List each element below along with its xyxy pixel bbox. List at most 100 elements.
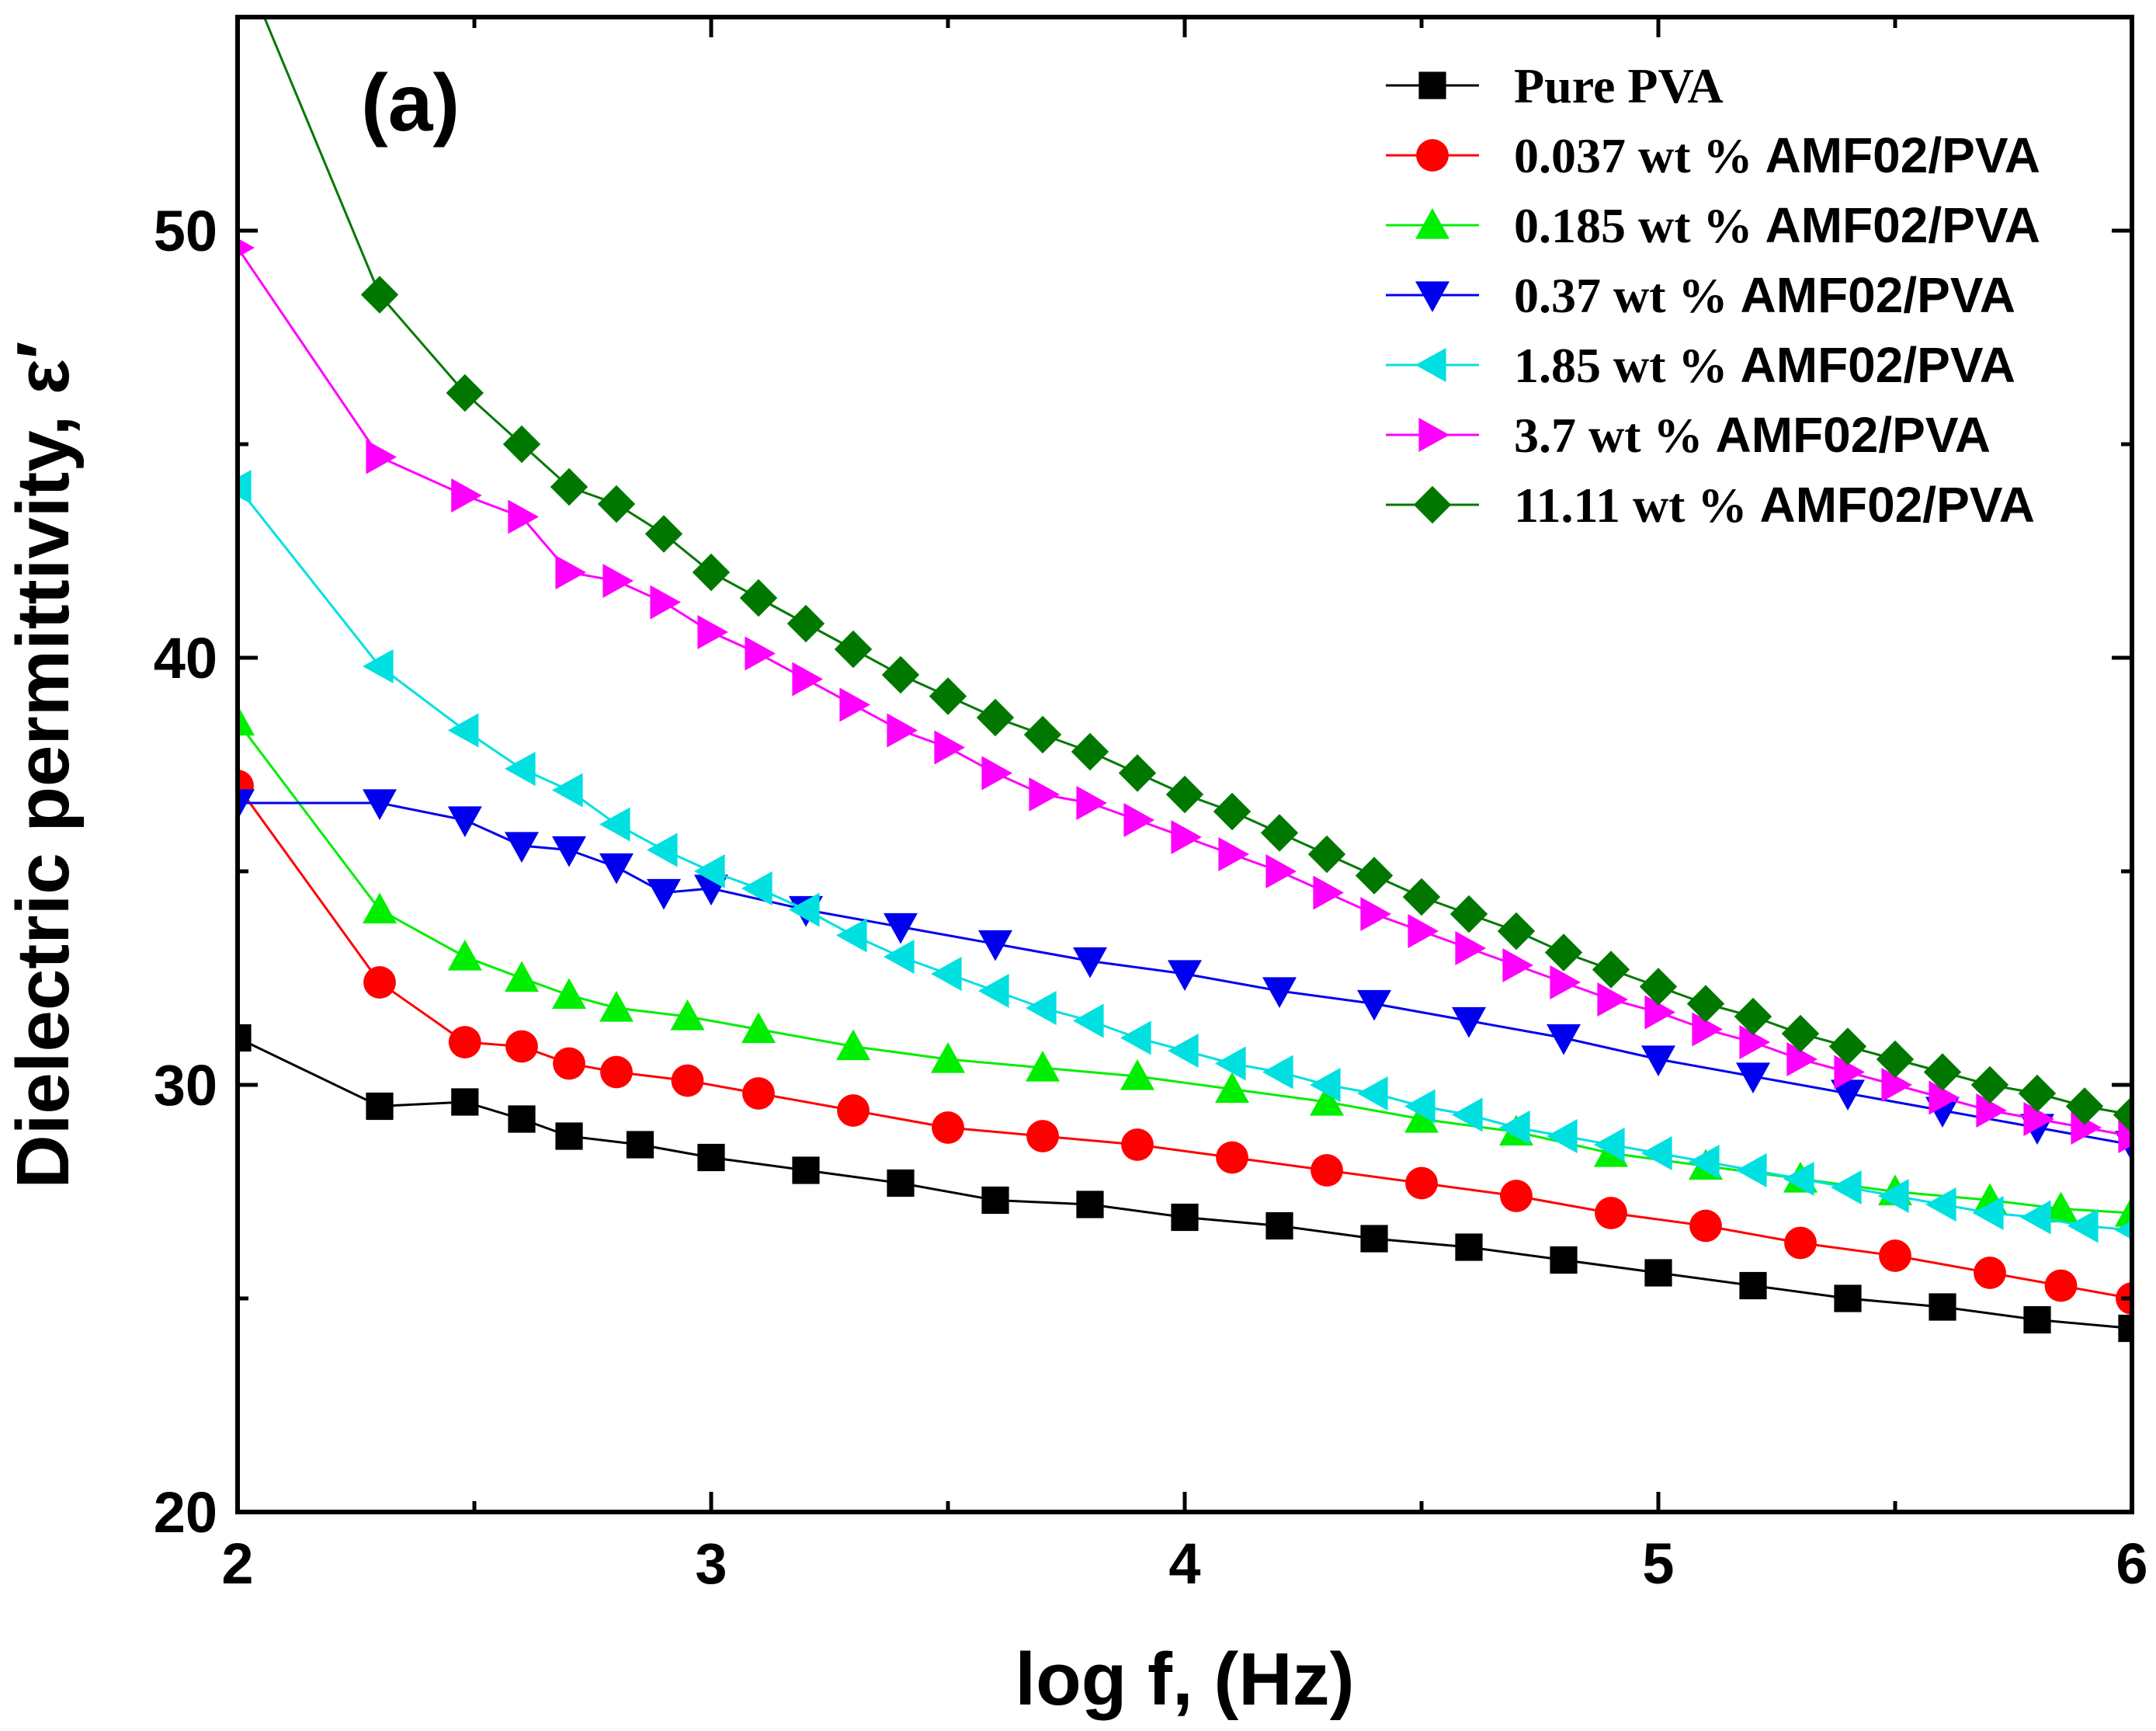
y-tick-label: 20 bbox=[154, 1480, 217, 1545]
data-point bbox=[1076, 786, 1107, 820]
data-point bbox=[1641, 1045, 1675, 1076]
data-point bbox=[599, 991, 634, 1022]
data-point bbox=[1734, 997, 1772, 1036]
data-point bbox=[745, 636, 776, 671]
legend-marker bbox=[1413, 485, 1452, 524]
data-point bbox=[887, 1169, 915, 1197]
series-group bbox=[238, 789, 2132, 1162]
data-point bbox=[626, 1131, 654, 1159]
data-point bbox=[1307, 835, 1346, 874]
data-point bbox=[1402, 878, 1441, 916]
data-point bbox=[1499, 1111, 1530, 1145]
series-line bbox=[238, 1037, 2132, 1330]
legend-label: 11.11 wt % AMF02/PVA bbox=[1514, 477, 2035, 533]
data-point bbox=[1452, 1097, 1483, 1132]
data-point bbox=[366, 1092, 394, 1121]
legend-entry: 11.11 wt % AMF02/PVA bbox=[1386, 477, 2035, 533]
data-point bbox=[1879, 1239, 1911, 1272]
legend-marker bbox=[1415, 348, 1446, 382]
data-point bbox=[692, 553, 731, 592]
data-point bbox=[602, 564, 634, 598]
legend-label-part: 0.037 wt % bbox=[1514, 128, 1765, 183]
data-point bbox=[600, 1055, 633, 1089]
data-point bbox=[1500, 1180, 1533, 1212]
data-point bbox=[1831, 1079, 1865, 1111]
data-point bbox=[1360, 1225, 1388, 1253]
data-point bbox=[839, 687, 870, 722]
data-point bbox=[552, 836, 586, 867]
data-point bbox=[1641, 1136, 1672, 1170]
data-point bbox=[1455, 1233, 1483, 1261]
data-point bbox=[366, 440, 397, 474]
data-point bbox=[1408, 914, 1439, 948]
data-point bbox=[644, 515, 683, 553]
data-point bbox=[1215, 1072, 1249, 1104]
data-point bbox=[1262, 977, 1297, 1008]
data-point bbox=[1218, 837, 1249, 871]
data-point bbox=[2067, 1208, 2099, 1243]
legend-label: 0.037 wt % AMF02/PVA bbox=[1514, 127, 2040, 183]
data-point bbox=[1073, 947, 1107, 978]
data-point bbox=[1449, 895, 1488, 933]
data-point bbox=[789, 892, 820, 927]
data-point bbox=[981, 1186, 1009, 1215]
legend-entry: 1.85 wt % AMF02/PVA bbox=[1386, 337, 2015, 393]
data-point bbox=[599, 853, 634, 885]
data-point bbox=[360, 276, 399, 314]
data-point bbox=[1831, 1170, 1862, 1204]
data-point bbox=[976, 698, 1015, 737]
legend-marker bbox=[1416, 139, 1449, 172]
data-point bbox=[739, 579, 778, 617]
data-point bbox=[836, 918, 867, 953]
legend-entry: 3.7 wt % AMF02/PVA bbox=[1386, 407, 1991, 463]
data-point bbox=[1262, 1055, 1293, 1090]
series-group bbox=[238, 238, 2132, 1153]
legend-label-part: AMF02/PVA bbox=[1741, 337, 2015, 393]
data-point bbox=[742, 1077, 775, 1110]
data-point bbox=[1313, 875, 1344, 910]
data-point bbox=[451, 1088, 479, 1116]
data-point bbox=[552, 773, 583, 808]
legend-label-part: AMF02/PVA bbox=[1765, 197, 2040, 253]
legend-entry: 0.37 wt % AMF02/PVA bbox=[1386, 267, 2015, 323]
data-point bbox=[1594, 1128, 1625, 1162]
data-point bbox=[505, 1030, 538, 1063]
data-point bbox=[1026, 1120, 1059, 1152]
legend-label-part: 0.37 wt % bbox=[1514, 268, 1741, 323]
panel-label: (a) bbox=[361, 58, 460, 148]
data-point bbox=[1355, 857, 1394, 895]
data-point bbox=[671, 1064, 704, 1097]
legend-label-part: 11.11 wt % bbox=[1514, 478, 1759, 533]
data-point bbox=[1736, 1062, 1770, 1093]
data-point bbox=[1121, 1128, 1154, 1161]
x-axis-title: log f, (Hz) bbox=[1015, 1638, 1354, 1721]
legend-label: 1.85 wt % AMF02/PVA bbox=[1514, 337, 2015, 393]
data-point bbox=[2113, 1096, 2132, 1134]
data-point bbox=[1404, 1102, 1439, 1133]
data-point bbox=[597, 485, 636, 523]
data-point bbox=[741, 871, 772, 905]
data-point bbox=[694, 854, 725, 888]
data-point bbox=[447, 940, 482, 971]
data-point bbox=[1171, 1203, 1199, 1232]
legend-entry: Pure PVA bbox=[1386, 58, 1724, 113]
data-point bbox=[238, 1024, 252, 1052]
data-point bbox=[1168, 960, 1202, 991]
data-point bbox=[1310, 1085, 1344, 1116]
data-point bbox=[1310, 1068, 1341, 1102]
series-group bbox=[238, 770, 2132, 1315]
data-point bbox=[2044, 1269, 2078, 1302]
data-point bbox=[1360, 897, 1391, 931]
data-point bbox=[1120, 1020, 1151, 1055]
data-point bbox=[1357, 1076, 1388, 1111]
data-point bbox=[1455, 931, 1486, 965]
legend-entry: 0.037 wt % AMF02/PVA bbox=[1386, 127, 2040, 183]
data-point bbox=[447, 806, 482, 837]
data-point bbox=[448, 1026, 481, 1058]
data-point bbox=[1026, 1051, 1060, 1082]
data-point bbox=[1544, 933, 1583, 972]
data-point bbox=[1547, 1024, 1581, 1055]
